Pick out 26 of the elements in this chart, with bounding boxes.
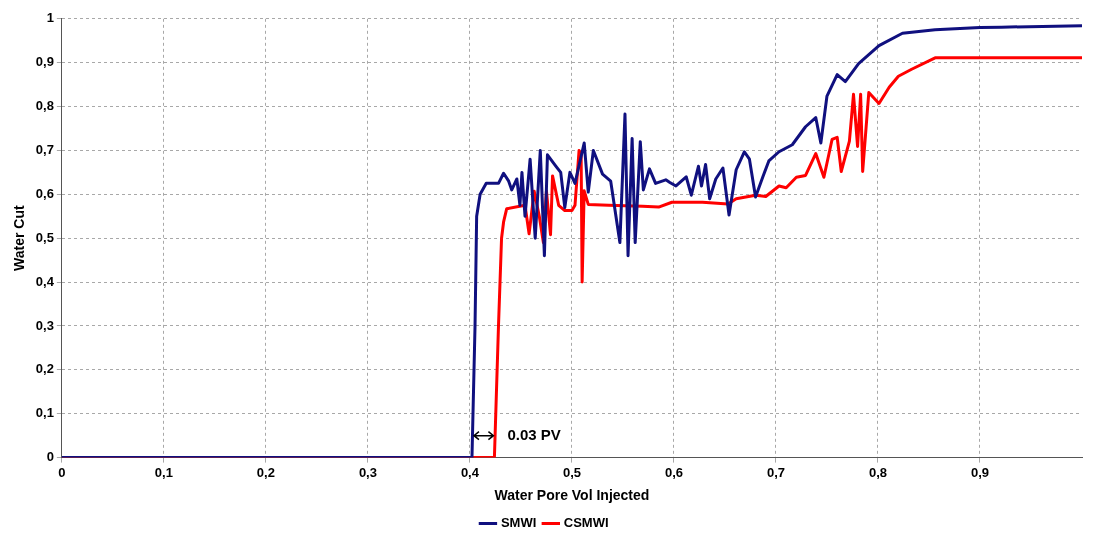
annotation: 0.03 PV — [507, 425, 561, 443]
y-tick-label: 0,7 — [35, 142, 54, 158]
x-tick-label: 0,6 — [664, 464, 683, 480]
x-tick-label: 0 — [58, 464, 66, 480]
y-tick-label: 0,5 — [35, 229, 54, 245]
x-tick-label: 0,8 — [868, 464, 888, 480]
x-axis-title: Water Pore Vol Injected — [494, 487, 650, 504]
y-tick-label: 0 — [46, 449, 54, 465]
y-tick-label: 0,4 — [35, 273, 55, 289]
y-tick-label: 1 — [46, 10, 54, 26]
x-tick-label: 0,5 — [562, 464, 581, 480]
y-tick-label: 0,6 — [35, 185, 54, 201]
x-tick-label: 0,7 — [766, 464, 785, 480]
x-tick-label: 0,9 — [970, 464, 990, 480]
y-axis-title: Water Cut — [11, 205, 28, 271]
x-tick-label: 0,2 — [256, 464, 275, 480]
x-tick-label: 0,4 — [460, 464, 480, 480]
legend-label: CSMWI — [563, 515, 609, 531]
y-tick-label: 0,8 — [35, 98, 54, 114]
x-tick-label: 0,1 — [154, 464, 173, 480]
y-tick-label: 0,2 — [35, 361, 54, 377]
legend-label: SMWI — [500, 515, 537, 531]
y-tick-label: 0,3 — [35, 317, 54, 333]
y-tick-label: 0,1 — [35, 405, 54, 421]
x-tick-label: 0,3 — [358, 464, 377, 480]
y-tick-label: 0,9 — [35, 54, 54, 70]
